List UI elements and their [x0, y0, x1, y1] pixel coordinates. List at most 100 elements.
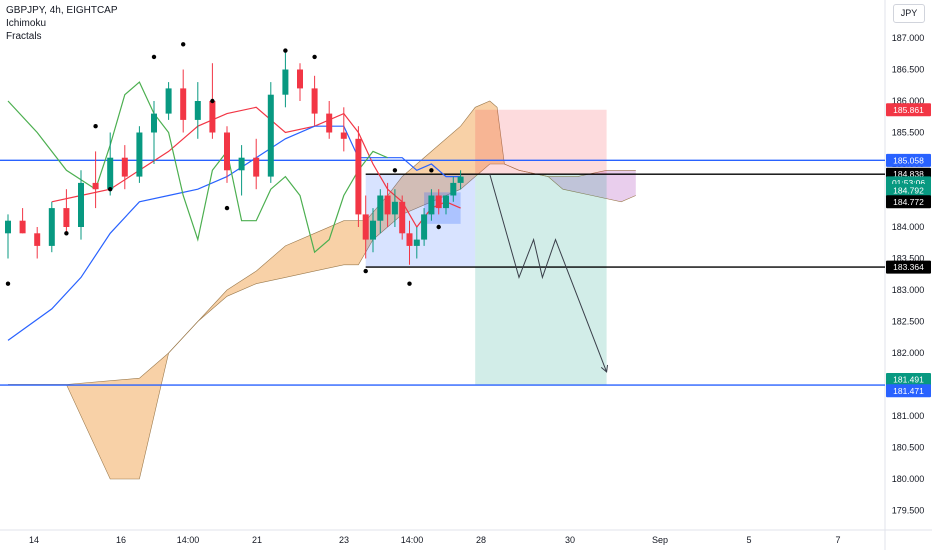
- candle[interactable]: [34, 233, 41, 246]
- candle[interactable]: [19, 220, 26, 234]
- candle[interactable]: [457, 176, 464, 183]
- price-label-bg: [886, 372, 931, 386]
- x-tick-label: 28: [476, 535, 486, 545]
- candle[interactable]: [377, 195, 384, 221]
- zone-consolidation[interactable]: [365, 174, 476, 268]
- candle[interactable]: [413, 239, 420, 246]
- y-tick-label: 180.500: [892, 443, 925, 453]
- candle[interactable]: [435, 195, 442, 209]
- candle[interactable]: [151, 113, 157, 133]
- fractal-down-dot: [64, 231, 69, 236]
- candle[interactable]: [107, 157, 114, 190]
- y-tick-label: 186.500: [892, 65, 925, 75]
- y-tick-label: 184.000: [892, 222, 925, 232]
- candle[interactable]: [209, 101, 216, 133]
- candle[interactable]: [238, 157, 245, 171]
- candle[interactable]: [362, 214, 369, 240]
- candle[interactable]: [340, 132, 347, 139]
- fractal-down-dot: [5, 281, 11, 286]
- fractal-up-dot: [429, 168, 434, 173]
- candle[interactable]: [5, 220, 11, 234]
- price-label: 181.491: [893, 374, 924, 384]
- y-tick-label: 185.500: [892, 128, 925, 138]
- candle[interactable]: [78, 182, 84, 227]
- price-label: 184.772: [893, 197, 924, 207]
- projection-path[interactable]: [489, 174, 608, 373]
- candle[interactable]: [428, 195, 435, 215]
- candle[interactable]: [326, 113, 333, 133]
- fractal-up-dot: [312, 54, 317, 60]
- fractal-up-dot: [93, 124, 98, 129]
- candle[interactable]: [121, 157, 128, 177]
- price-label-bg: [886, 153, 931, 167]
- future-cloud: [519, 170, 636, 202]
- candle[interactable]: [180, 88, 187, 120]
- fractal-down-dot: [407, 281, 412, 286]
- candle[interactable]: [391, 201, 398, 215]
- projection-arrowhead: [600, 364, 609, 373]
- symbol-title[interactable]: GBPJPY, 4h, EIGHTCAP: [6, 5, 118, 16]
- y-tick-label: 183.000: [892, 285, 925, 295]
- candle[interactable]: [282, 69, 289, 95]
- indicator-line: [7, 125, 461, 341]
- candle[interactable]: [450, 182, 457, 196]
- candle[interactable]: [311, 88, 318, 114]
- candle[interactable]: [384, 195, 391, 215]
- price-label-bg: [886, 260, 931, 274]
- zone-stop-zone[interactable]: [475, 109, 607, 175]
- indicator-fractals[interactable]: Fractals: [6, 31, 42, 42]
- fractal-down-dot: [363, 268, 368, 274]
- y-tick-label: 182.000: [892, 348, 925, 358]
- x-tick-label: 7: [835, 535, 840, 545]
- price-label-bg: [886, 195, 931, 209]
- fractal-up-dot: [210, 98, 215, 104]
- candle[interactable]: [194, 101, 201, 120]
- x-tick-label: 14:00: [177, 535, 200, 545]
- candle[interactable]: [253, 157, 260, 177]
- x-tick-label: Sep: [652, 535, 668, 545]
- y-tick-label: 180.000: [892, 474, 925, 484]
- y-tick-label: 187.000: [892, 33, 925, 43]
- price-label-bg: [886, 183, 931, 197]
- price-label-bg: [886, 384, 931, 398]
- zone-target-zone[interactable]: [475, 174, 607, 386]
- candle[interactable]: [48, 208, 55, 246]
- x-tick-label: 21: [252, 535, 262, 545]
- indicator-ichimoku[interactable]: Ichimoku: [6, 18, 47, 29]
- x-tick-label: 14:00: [401, 535, 424, 545]
- candle[interactable]: [370, 220, 376, 240]
- price-label-bg: [886, 103, 931, 117]
- candle[interactable]: [224, 132, 230, 171]
- price-label: 183.364: [893, 262, 924, 272]
- fractal-up-dot: [151, 54, 157, 60]
- ichimoku-cloud: [8, 101, 519, 479]
- candle[interactable]: [165, 88, 172, 114]
- candle[interactable]: [297, 69, 303, 89]
- candle[interactable]: [355, 138, 362, 215]
- fractal-down-dot: [436, 224, 441, 230]
- candle[interactable]: [92, 182, 99, 190]
- fractal-down-dot: [108, 187, 113, 192]
- fractal-up-dot: [392, 168, 398, 173]
- y-tick-label: 183.500: [892, 254, 925, 264]
- candle[interactable]: [421, 214, 428, 240]
- price-label: 185.058: [893, 155, 924, 165]
- fractal-down-dot: [224, 205, 230, 211]
- price-label: 185.861: [893, 105, 924, 115]
- candle[interactable]: [443, 195, 449, 209]
- price-label: 184.792: [893, 185, 924, 195]
- currency-button[interactable]: JPY: [893, 4, 925, 23]
- y-tick-label: 186.000: [892, 96, 925, 106]
- indicator-line: [7, 81, 388, 254]
- price-label: 184.838: [893, 169, 924, 179]
- chart-legend: GBPJPY, 4h, EIGHTCAP Ichimoku Fractals: [6, 4, 118, 43]
- candle[interactable]: [267, 94, 274, 177]
- candle[interactable]: [406, 233, 413, 246]
- y-tick-label: 179.500: [892, 506, 925, 516]
- candle[interactable]: [63, 208, 70, 227]
- price-label: 181.471: [893, 386, 924, 396]
- candle[interactable]: [399, 201, 406, 234]
- candle[interactable]: [136, 132, 143, 177]
